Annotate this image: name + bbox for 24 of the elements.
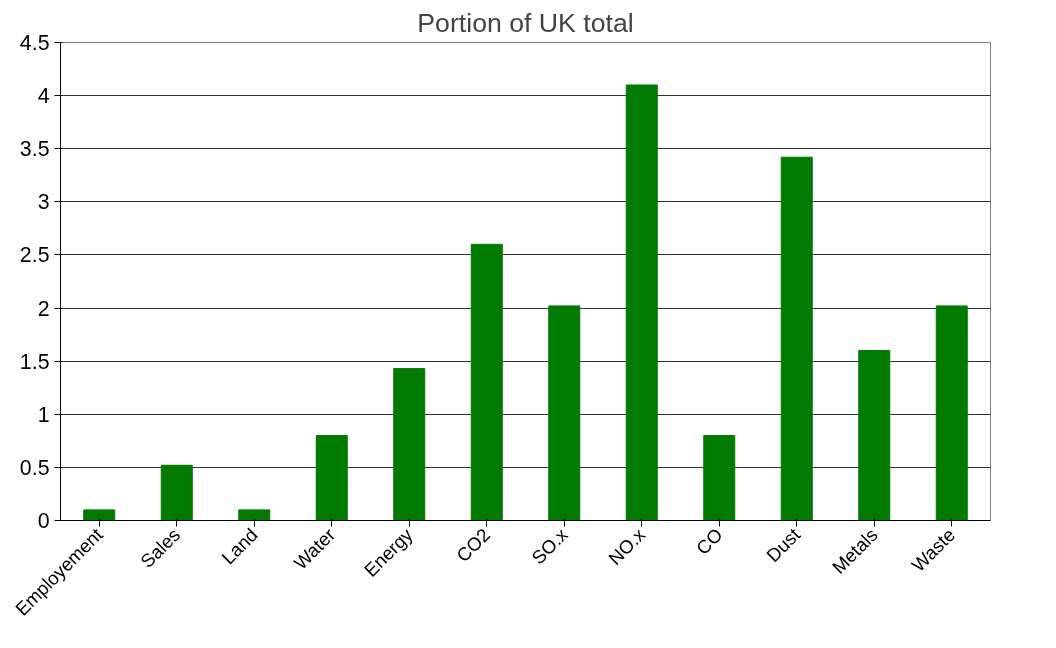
bar xyxy=(548,305,581,521)
bar xyxy=(703,435,736,521)
y-tick-label: 3 xyxy=(37,190,50,215)
bar xyxy=(238,509,271,521)
bar xyxy=(935,305,968,521)
y-tick-label: 2 xyxy=(37,296,50,321)
bar xyxy=(470,243,503,521)
bar xyxy=(858,350,891,521)
chart-title: Portion of UK total xyxy=(417,7,634,38)
y-tick-label: 2.5 xyxy=(19,243,50,268)
x-tick-label: CO xyxy=(692,524,727,559)
y-tick-label: 4.5 xyxy=(19,31,50,55)
bar xyxy=(160,464,193,521)
bar xyxy=(780,156,813,521)
bar xyxy=(315,435,348,521)
y-tick-label: 0.5 xyxy=(19,455,50,480)
y-tick-label: 1 xyxy=(37,402,50,427)
y-tick-label: 3.5 xyxy=(19,137,50,162)
bar xyxy=(393,368,426,521)
bar xyxy=(83,509,116,521)
bar xyxy=(625,84,658,521)
y-tick-label: 4 xyxy=(37,84,50,109)
y-tick-label: 0 xyxy=(37,509,50,533)
y-tick-label: 1.5 xyxy=(19,349,50,374)
